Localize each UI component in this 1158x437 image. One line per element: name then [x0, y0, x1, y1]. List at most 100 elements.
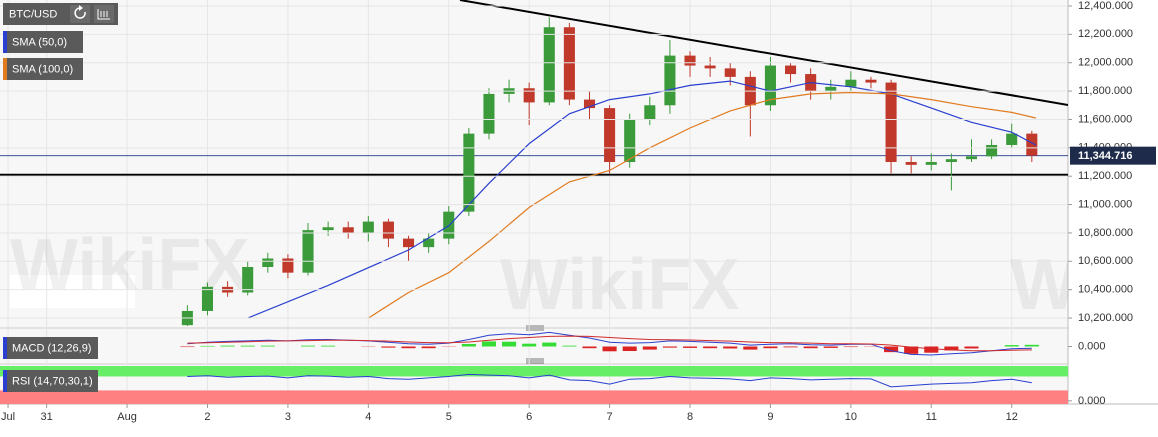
candle-body — [1026, 133, 1038, 156]
candle-body — [704, 65, 716, 69]
y-tick-label: 12,000.000 — [1078, 57, 1133, 69]
settings-icon[interactable] — [94, 5, 114, 23]
legend-box[interactable] — [3, 31, 83, 53]
main-panel: WikiFX WikiFX WikiFX — [0, 0, 1068, 326]
macd-histogram-bar — [763, 346, 778, 349]
candle-body — [563, 27, 575, 100]
macd-histogram-bar — [542, 342, 557, 347]
macd-histogram-bar — [582, 346, 597, 349]
x-tick-label: 3 — [285, 411, 291, 423]
macd-histogram-bar — [180, 346, 195, 348]
legend: BTC/USD SMA (50,0) SMA (100,0) MACD (12,26… — [3, 3, 118, 392]
legend-label: MACD (12,26,9) — [12, 342, 91, 354]
candle-body — [322, 227, 334, 231]
signal-line — [187, 335, 1032, 352]
y-tick-label: 10,600.000 — [1078, 255, 1133, 267]
candle-body — [262, 258, 274, 267]
y-tick-label: 10,800.000 — [1078, 227, 1133, 239]
macd-histogram-bar — [904, 346, 919, 354]
oversold-band — [0, 390, 1068, 404]
macd-histogram-bar — [602, 346, 617, 352]
candle-body — [885, 82, 897, 163]
macd-histogram-bar — [300, 345, 316, 347]
macd-histogram-bar — [240, 345, 255, 347]
watermark: WikiFX — [10, 225, 249, 305]
y-tick-label: 11,000.000 — [1078, 198, 1132, 210]
legend-box[interactable] — [3, 58, 83, 80]
candle-body — [382, 221, 394, 239]
macd-histogram-bar — [783, 346, 798, 348]
macd-histogram-bar — [944, 346, 959, 351]
legend-swatch — [3, 337, 7, 359]
x-tick-label: 9 — [767, 411, 773, 423]
macd-histogram-bar — [1024, 344, 1039, 347]
x-tick-label: 5 — [446, 411, 452, 423]
y-tick-label: 11,800.000 — [1078, 85, 1132, 97]
y-tick-label: 10,200.000 — [1078, 312, 1133, 324]
candle-body — [624, 119, 636, 163]
x-tick-label: 11 — [926, 411, 937, 423]
legend-swatch — [3, 31, 7, 53]
legend-box[interactable] — [3, 370, 98, 392]
x-tick-label: 10 — [845, 411, 857, 423]
macd-histogram-bar — [723, 346, 738, 349]
candle-body — [684, 55, 696, 66]
last-price-label: 11,344.716 — [1078, 150, 1132, 162]
candle-body — [342, 227, 354, 233]
y-tick-label: 0.000 — [1078, 395, 1106, 407]
macd-histogram-bar — [743, 346, 758, 350]
macd-histogram-bar — [803, 346, 818, 349]
macd-histogram-bar — [964, 346, 979, 349]
legend-label: SMA (100,0) — [12, 63, 73, 75]
rsi-line — [187, 373, 1032, 388]
refresh-icon[interactable] — [70, 5, 90, 23]
candle-body — [302, 230, 314, 273]
macd-histogram-bar — [220, 345, 235, 347]
candle-body — [282, 258, 294, 273]
candle-body — [986, 144, 998, 157]
legend-box[interactable] — [3, 337, 98, 359]
x-tick-label: 31 — [41, 411, 53, 423]
legend-swatch — [3, 58, 7, 80]
candle-body — [945, 159, 957, 163]
macd-histogram-bar — [421, 346, 436, 349]
macd-line — [187, 331, 1032, 356]
macd-histogram-bar — [502, 341, 517, 347]
symbol: BTC/USD — [9, 8, 57, 20]
macd-histogram-bar — [622, 346, 637, 352]
y-tick-label: 12,400.000 — [1078, 0, 1133, 12]
candle-body — [764, 65, 776, 106]
x-tick-label: Jul — [1, 411, 15, 423]
x-tick-label: 6 — [526, 411, 532, 423]
macd-histogram-bar — [843, 346, 858, 348]
candle-body — [644, 105, 656, 120]
macd-histogram-bar — [321, 345, 336, 347]
overbought-band — [0, 366, 1068, 377]
legend-swatch — [3, 370, 7, 392]
candle-body — [825, 86, 837, 92]
candle-body — [785, 65, 797, 75]
macd-histogram-bar — [200, 345, 215, 347]
candle-body — [724, 68, 736, 77]
macd-histogram-bar — [703, 346, 718, 349]
x-tick-label: 8 — [687, 411, 693, 423]
macd-panel — [180, 331, 1039, 356]
macd-histogram-bar — [260, 345, 275, 347]
x-tick-label: 4 — [365, 411, 371, 423]
macd-histogram-bar — [461, 343, 476, 347]
legend-label: RSI (14,70,30,1) — [12, 375, 93, 387]
last-price-box — [1070, 146, 1156, 165]
y-tick-label: 11,200.000 — [1078, 170, 1132, 182]
x-tick-label: 2 — [204, 411, 210, 423]
macd-histogram-bar — [1004, 345, 1019, 347]
macd-histogram-bar — [682, 346, 698, 348]
macd-histogram-bar — [662, 346, 677, 348]
candle-body — [403, 238, 415, 248]
macd-histogram-bar — [884, 346, 899, 353]
macd-histogram-bar — [381, 346, 396, 348]
price-axis — [1068, 0, 1158, 437]
trendline — [459, 0, 1068, 106]
candle-body — [463, 133, 475, 212]
macd-histogram-bar — [924, 346, 939, 353]
y-tick-label: 10,400.000 — [1078, 284, 1133, 296]
